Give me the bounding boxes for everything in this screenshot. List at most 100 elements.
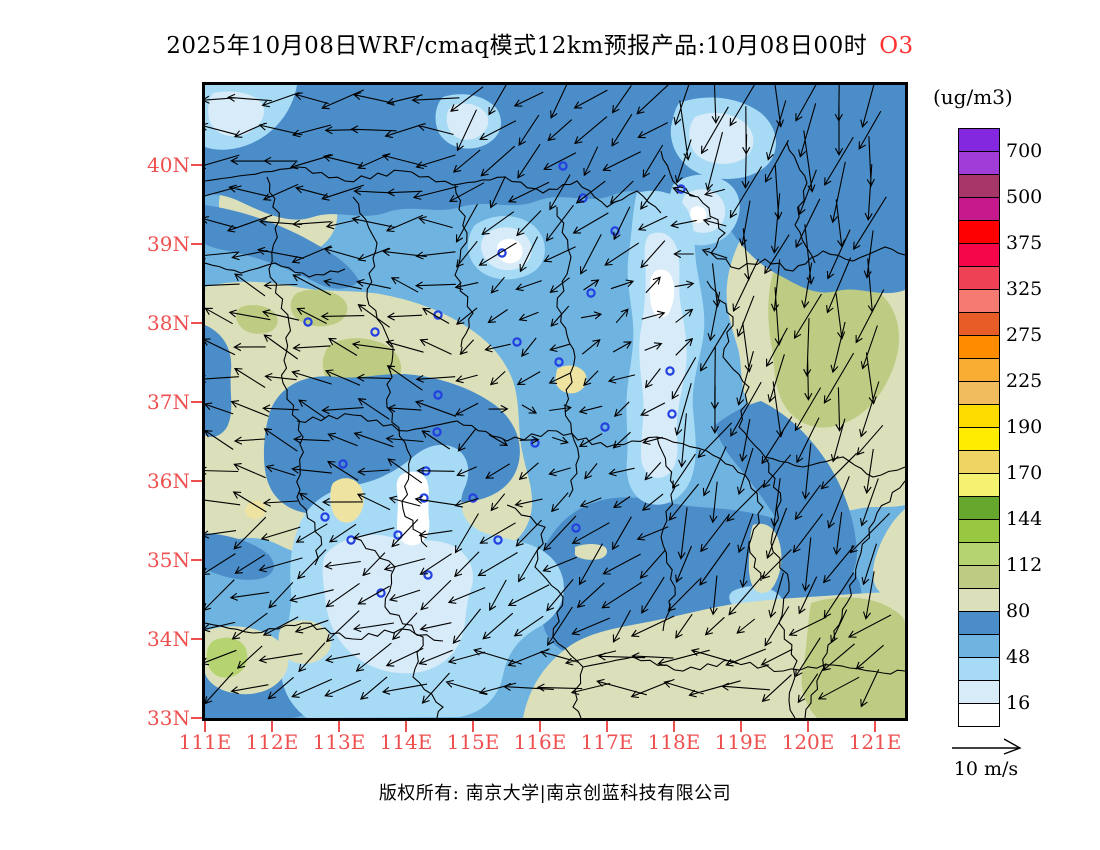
colorbar-unit-label: (ug/m3) — [933, 85, 1013, 109]
contour-blob-4 — [236, 305, 278, 334]
colorbar-band-22 — [959, 635, 999, 658]
province-boundary-7 — [804, 480, 905, 718]
colorbar-band-20 — [959, 589, 999, 612]
colorbar-band-2 — [959, 175, 999, 198]
lon-label-111E: 111E — [178, 730, 232, 754]
lat-tick-39N — [191, 243, 202, 245]
page-title: 2025年10月08日WRF/cmaq模式12km预报产品:10月08日00时 O… — [90, 26, 990, 60]
city-marker-26 — [667, 409, 677, 419]
colorbar-band-6 — [959, 267, 999, 290]
contour-blob-37 — [873, 509, 905, 597]
copyright-text: 版权所有: 南京大学|南京创蓝科技有限公司 — [378, 783, 732, 804]
colorbar-tick-48: 48 — [1006, 646, 1031, 668]
colorbar-band-0 — [959, 129, 999, 152]
province-boundary-1 — [352, 196, 428, 548]
lon-label-119E: 119E — [714, 730, 768, 754]
city-marker-20 — [346, 535, 356, 545]
lon-label-113E: 113E — [312, 730, 366, 754]
forecast-map — [205, 85, 905, 718]
contour-blob-33 — [322, 534, 473, 674]
province-boundary-16 — [205, 262, 346, 278]
contour-blob-34 — [396, 471, 430, 546]
contour-blob-42 — [748, 523, 782, 593]
colorbar-band-24 — [959, 681, 999, 704]
colorbar-band-18 — [959, 543, 999, 566]
contour-blob-40 — [278, 620, 332, 664]
city-marker-3 — [497, 248, 507, 258]
lon-label-116E: 116E — [513, 730, 567, 754]
lon-tick-116E — [539, 721, 541, 732]
city-marker-0 — [303, 317, 313, 327]
wind-scale-label: 10 m/s — [953, 758, 1019, 780]
contour-blob-45 — [245, 500, 266, 519]
lat-tick-37N — [191, 401, 202, 403]
lon-label-121E: 121E — [848, 730, 902, 754]
lat-label-34N: 34N — [147, 627, 190, 651]
contour-blob-28 — [690, 206, 707, 224]
lon-tick-112E — [271, 721, 273, 732]
colorbar-band-14 — [959, 451, 999, 474]
lat-label-37N: 37N — [147, 390, 190, 414]
contour-blob-38 — [801, 597, 905, 718]
lon-label-114E: 114E — [379, 730, 433, 754]
colorbar-band-11 — [959, 382, 999, 405]
colorbar-band-7 — [959, 290, 999, 313]
city-marker-17 — [419, 493, 429, 503]
colorbar-tick-144: 144 — [1006, 508, 1043, 530]
lat-tick-36N — [191, 480, 202, 482]
province-boundary-14 — [786, 142, 816, 264]
lon-label-115E: 115E — [446, 730, 500, 754]
province-boundary-15 — [454, 184, 474, 348]
colorbar-tick-225: 225 — [1006, 370, 1043, 392]
lon-tick-113E — [338, 721, 340, 732]
wind-scale-arrow-icon — [952, 738, 1022, 755]
lon-tick-117E — [606, 721, 608, 732]
lat-label-38N: 38N — [147, 311, 190, 335]
colorbar-band-16 — [959, 497, 999, 520]
colorbar-tick-190: 190 — [1006, 416, 1043, 438]
colorbar-tick-112: 112 — [1006, 554, 1043, 576]
city-marker-10 — [586, 288, 596, 298]
species-label: O3 — [879, 33, 914, 59]
contour-blob-5 — [290, 289, 348, 327]
city-marker-19 — [320, 512, 330, 522]
lon-label-112E: 112E — [245, 730, 299, 754]
colorbar-band-5 — [959, 244, 999, 267]
colorbar-tick-170: 170 — [1006, 462, 1043, 484]
lon-tick-111E — [204, 721, 206, 732]
city-marker-11 — [554, 357, 564, 367]
colorbar-band-3 — [959, 198, 999, 221]
lon-tick-115E — [472, 721, 474, 732]
colorbar-tick-375: 375 — [1006, 232, 1043, 254]
colorbar-tick-16: 16 — [1006, 692, 1031, 714]
colorbar-band-9 — [959, 336, 999, 359]
city-marker-21 — [393, 530, 403, 540]
city-marker-12 — [665, 366, 675, 376]
contour-blob-15 — [205, 533, 274, 580]
lat-tick-38N — [191, 322, 202, 324]
city-marker-18 — [468, 493, 478, 503]
province-boundary-10 — [205, 622, 444, 642]
contour-blob-16 — [715, 401, 857, 584]
city-marker-23 — [423, 570, 433, 580]
lat-label-35N: 35N — [147, 548, 190, 572]
contour-blob-46 — [555, 365, 587, 394]
colorbar-band-23 — [959, 658, 999, 681]
colorbar-tick-700: 700 — [1006, 140, 1043, 162]
lat-label-33N: 33N — [147, 706, 190, 730]
lon-label-120E: 120E — [781, 730, 835, 754]
province-boundary-9 — [352, 536, 444, 718]
colorbar-band-1 — [959, 152, 999, 175]
city-marker-13 — [432, 427, 442, 437]
colorbar-tick-325: 325 — [1006, 278, 1043, 300]
contour-blob-10 — [205, 205, 359, 289]
province-boundary-13 — [656, 436, 676, 632]
title-text: 2025年10月08日WRF/cmaq模式12km预报产品:10月08日00时 — [166, 33, 868, 59]
colorbar-tick-500: 500 — [1006, 186, 1043, 208]
colorbar-band-13 — [959, 428, 999, 451]
province-boundary-12 — [706, 450, 764, 582]
contour-blob-43 — [575, 544, 607, 560]
colorbar-band-25 — [959, 704, 999, 726]
wind-vectors — [205, 85, 892, 708]
map-frame — [202, 82, 908, 721]
